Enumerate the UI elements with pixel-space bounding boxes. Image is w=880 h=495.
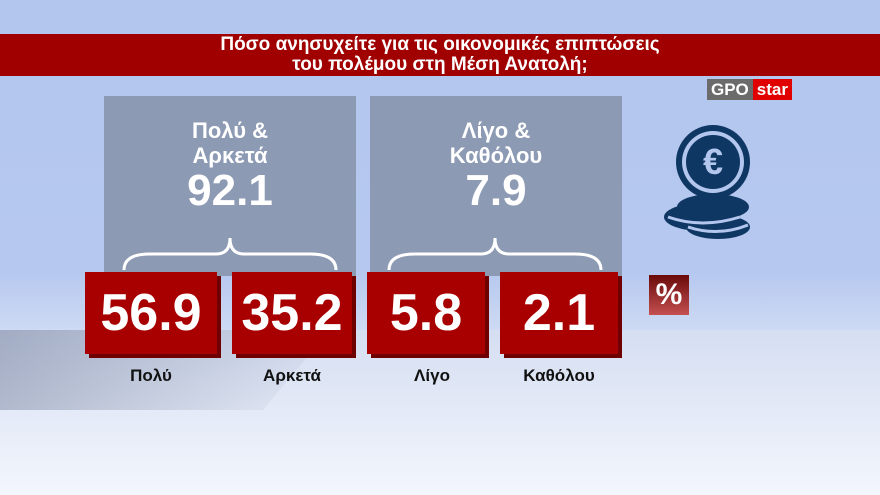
svg-text:€: € — [703, 141, 723, 182]
value-box-ligo: 5.8 — [367, 272, 485, 354]
value-box-katholou: 2.1 — [500, 272, 618, 354]
group-panel-high: Πολύ & Αρκετά 92.1 — [104, 96, 356, 276]
logo-gpo: GPO — [707, 79, 753, 100]
category-label: Αρκετά — [263, 366, 321, 385]
title-line-2: του πολέμου στη Μέση Ανατολή; — [292, 54, 588, 75]
title-line-1: Πόσο ανησυχείτε για τις οικονομικές επιπ… — [220, 34, 660, 55]
gpo-star-logo: GPO star — [707, 79, 792, 100]
group-label: Πολύ & Αρκετά — [191, 118, 269, 168]
group-label: Λίγο & Καθόλου — [449, 118, 543, 168]
value-box-poly: 56.9 — [85, 272, 217, 354]
brace-high — [122, 237, 338, 271]
group-value: 7.9 — [465, 166, 527, 215]
group-value: 92.1 — [187, 166, 273, 215]
value-box-arketa: 35.2 — [232, 272, 352, 354]
category-label: Πολύ — [130, 366, 172, 385]
category-label: Καθόλου — [523, 366, 595, 385]
brace-low — [387, 237, 603, 271]
category-label: Λίγο — [414, 366, 450, 385]
title-bar: Πόσο ανησυχείτε για τις οικονομικές επιπ… — [0, 34, 880, 76]
euro-coins-icon: € — [664, 125, 750, 239]
logo-star: star — [752, 79, 792, 100]
percent-badge: % — [649, 275, 689, 315]
